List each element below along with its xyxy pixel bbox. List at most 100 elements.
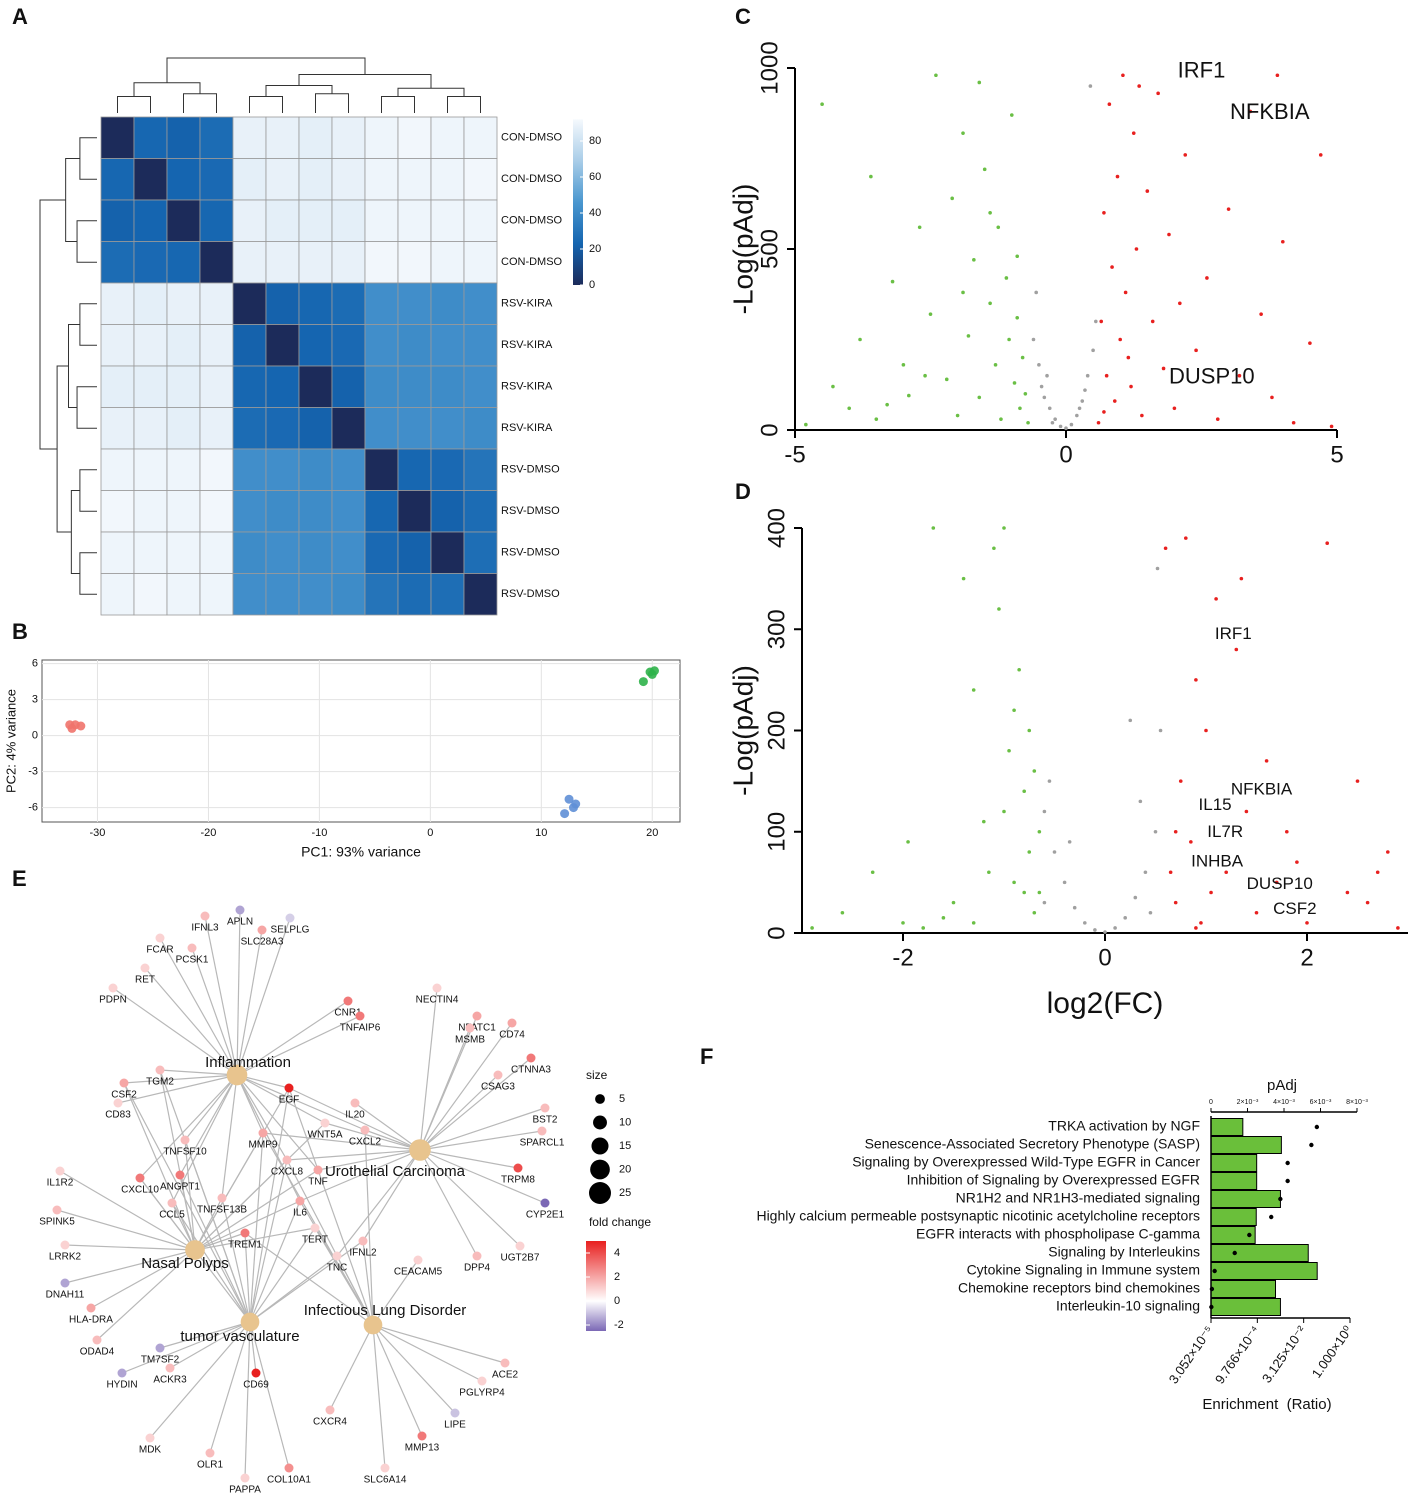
gene-node: [285, 913, 295, 923]
heatmap-cell: [298, 158, 333, 201]
row-label: RSV-DMSO: [501, 588, 560, 600]
point: [1031, 337, 1036, 342]
x2-tick-label: 0: [1209, 1099, 1213, 1106]
panel-label: B: [12, 619, 28, 644]
gene-node: [167, 1198, 177, 1208]
point: [1148, 910, 1153, 915]
gene-node: [540, 1198, 550, 1208]
gene-node: [493, 1070, 503, 1080]
row-label: RSV-DMSO: [501, 547, 560, 559]
y-tick-label: -6: [28, 802, 38, 814]
edge: [419, 987, 438, 1151]
heatmap-cell: [133, 573, 168, 616]
heatmap-cell: [298, 531, 333, 574]
gene-label: SLC6A14: [364, 1475, 407, 1486]
edge: [372, 1324, 386, 1469]
point: [1015, 254, 1020, 259]
point: [1075, 413, 1079, 418]
point: [971, 921, 976, 925]
edge: [64, 1244, 196, 1251]
heatmap-cell: [463, 448, 498, 491]
edge: [117, 1074, 238, 1104]
edge: [419, 1149, 478, 1257]
edge: [236, 1000, 349, 1076]
size-legend-label: 10: [619, 1116, 631, 1128]
heatmap-cell: [364, 282, 399, 325]
edge: [236, 1015, 361, 1076]
gene-node: [117, 1368, 127, 1378]
point: [1156, 91, 1160, 96]
gene-label: TNFAIP6: [340, 1023, 381, 1034]
edge: [249, 1321, 290, 1469]
point: [941, 916, 946, 920]
gene-node: [155, 1343, 165, 1353]
gene-node: [187, 943, 197, 953]
point: [1158, 728, 1163, 733]
gene-label: BST2: [532, 1115, 557, 1126]
point: [993, 363, 998, 367]
point: [1107, 102, 1112, 106]
row-label: RSV-KIRA: [501, 381, 553, 393]
point: [1023, 392, 1028, 396]
point: [1091, 348, 1095, 353]
heatmap-cell: [100, 573, 135, 616]
colorbar-tick-label: 0: [589, 279, 595, 291]
dendrogram: [249, 96, 283, 113]
gene-node: [119, 1078, 129, 1088]
point: [1037, 890, 1042, 895]
edge: [249, 1132, 264, 1323]
row-label: CON-DMSO: [501, 256, 563, 268]
point: [1069, 422, 1074, 427]
gene-label: TERT: [302, 1235, 328, 1246]
gene-node: [472, 1011, 482, 1021]
edge: [372, 1324, 423, 1437]
dendrogram: [166, 57, 366, 83]
heatmap-cell: [397, 158, 432, 201]
heatmap-cell: [265, 199, 300, 242]
heatmap-cell: [430, 365, 465, 408]
point: [1143, 870, 1148, 875]
point: [972, 258, 976, 262]
edge: [236, 909, 241, 1076]
category-label: Interleukin-10 signaling: [1056, 1298, 1200, 1314]
size-legend-mark: [591, 1137, 609, 1155]
size-legend-label: 25: [619, 1187, 631, 1199]
heatmap-cell: [430, 407, 465, 450]
gene-label: TNF: [308, 1177, 327, 1188]
gene-label: TM7SF2: [141, 1355, 180, 1366]
edge: [64, 1249, 196, 1284]
heatmap-cell: [430, 158, 465, 201]
heatmap-cell: [265, 324, 300, 367]
point: [869, 174, 873, 179]
heatmap-cell: [100, 324, 135, 367]
point: [1007, 337, 1011, 342]
edge: [364, 1129, 374, 1326]
heatmap-cell: [166, 324, 201, 367]
point: [1077, 406, 1082, 411]
gene-node: [113, 1098, 123, 1108]
dendrogram: [76, 386, 97, 429]
point: [1067, 840, 1072, 844]
bar: [1210, 1136, 1282, 1154]
heatmap-cell: [100, 158, 135, 201]
point: [996, 225, 1001, 230]
heatmap-cell: [232, 531, 267, 574]
point: [977, 395, 982, 400]
gene-node: [313, 1165, 323, 1175]
heatmap-cell: [133, 324, 168, 367]
edge: [144, 967, 238, 1076]
gene-node: [507, 1018, 517, 1028]
row-label: RSV-KIRA: [501, 339, 553, 351]
heatmap-cell: [232, 282, 267, 325]
dendrogram: [79, 469, 97, 512]
heatmap-cell: [364, 407, 399, 450]
point: [1004, 276, 1009, 280]
y-tick-label: 100: [763, 812, 790, 852]
point: [901, 363, 906, 367]
point: [1239, 576, 1244, 581]
point: [1375, 870, 1380, 875]
point: [1020, 355, 1025, 360]
point: [931, 526, 936, 530]
gene-node: [60, 1240, 70, 1250]
heatmap-cell: [331, 365, 366, 408]
